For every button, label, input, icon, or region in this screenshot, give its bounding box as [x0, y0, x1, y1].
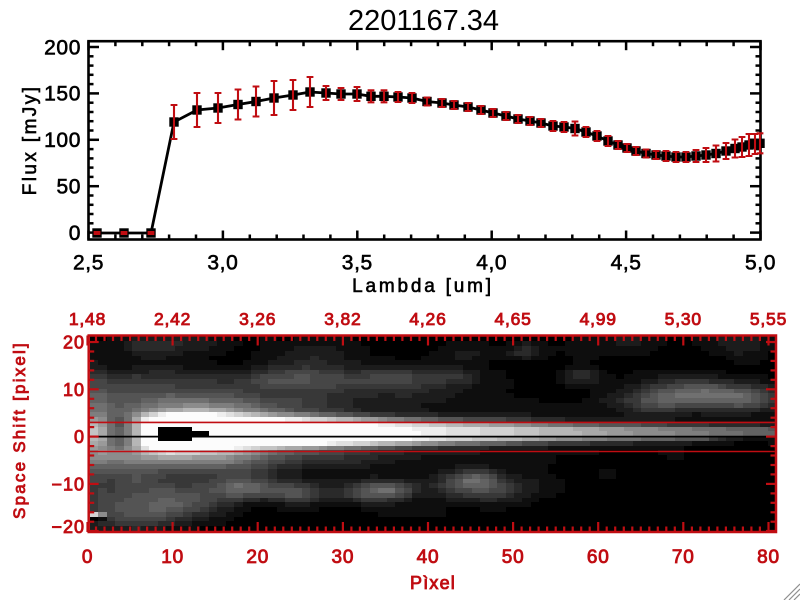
svg-text:10: 10	[63, 380, 85, 400]
svg-text:Flux [mJy]: Flux [mJy]	[20, 85, 41, 196]
svg-text:5,0: 5,0	[745, 252, 776, 275]
svg-text:4,5: 4,5	[611, 252, 642, 275]
svg-text:4,65: 4,65	[494, 309, 531, 329]
svg-text:100: 100	[44, 129, 81, 152]
svg-text:5,55: 5,55	[750, 309, 787, 329]
svg-text:70: 70	[672, 547, 695, 568]
svg-text:Pìxel: Pìxel	[410, 573, 456, 593]
svg-text:30: 30	[332, 547, 355, 568]
svg-text:20: 20	[63, 333, 85, 353]
svg-text:60: 60	[587, 547, 610, 568]
svg-text:−20: −20	[51, 517, 85, 537]
svg-text:0: 0	[69, 222, 81, 245]
svg-text:200: 200	[44, 36, 81, 59]
svg-text:2201167.34: 2201167.34	[348, 5, 499, 37]
svg-text:0: 0	[74, 427, 85, 447]
svg-text:80: 80	[757, 547, 780, 568]
svg-text:3,0: 3,0	[207, 252, 238, 275]
svg-text:3,82: 3,82	[324, 309, 361, 329]
svg-text:3,26: 3,26	[239, 309, 276, 329]
svg-text:10: 10	[161, 547, 184, 568]
svg-text:Lambda [um]: Lambda [um]	[352, 276, 494, 297]
svg-text:1,48: 1,48	[69, 309, 106, 329]
svg-text:0: 0	[82, 547, 93, 568]
svg-text:2,5: 2,5	[73, 252, 104, 275]
svg-text:3,5: 3,5	[342, 252, 373, 275]
svg-text:−10: −10	[51, 474, 85, 494]
svg-text:4,26: 4,26	[409, 309, 446, 329]
svg-text:5,30: 5,30	[665, 309, 702, 329]
svg-text:150: 150	[44, 83, 81, 106]
svg-text:4,0: 4,0	[476, 252, 507, 275]
svg-text:Space Shift [pixel]: Space Shift [pixel]	[10, 341, 29, 519]
svg-text:20: 20	[246, 547, 269, 568]
svg-text:50: 50	[502, 547, 525, 568]
svg-text:2,42: 2,42	[154, 309, 191, 329]
svg-text:4,99: 4,99	[580, 309, 617, 329]
svg-text:50: 50	[56, 176, 81, 199]
svg-text:40: 40	[417, 547, 440, 568]
